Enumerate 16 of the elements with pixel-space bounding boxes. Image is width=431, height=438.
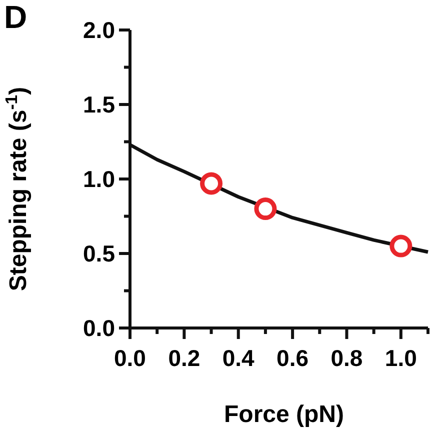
x-axis-title: Force (pN)	[224, 401, 344, 428]
y-tick-label: 0.0	[83, 315, 115, 342]
point	[390, 234, 412, 258]
y-tick-label: 0.5	[83, 240, 116, 267]
x-tick-label: 0.6	[276, 345, 309, 371]
y-tick-label: 1.5	[83, 92, 116, 118]
point	[200, 172, 223, 195]
point	[254, 198, 277, 220]
y-tick-label: 2.0	[83, 17, 115, 44]
x-tick-label: 0.4	[222, 345, 255, 371]
x-tick-label: 0.0	[114, 345, 146, 371]
x-tick-label: 0.2	[168, 345, 200, 371]
y-tick-label: 1.0	[83, 166, 115, 192]
x-tick-label: 1.0	[384, 345, 417, 371]
x-tick-label: 0.8	[330, 345, 363, 371]
text: D	[4, 0, 28, 35]
